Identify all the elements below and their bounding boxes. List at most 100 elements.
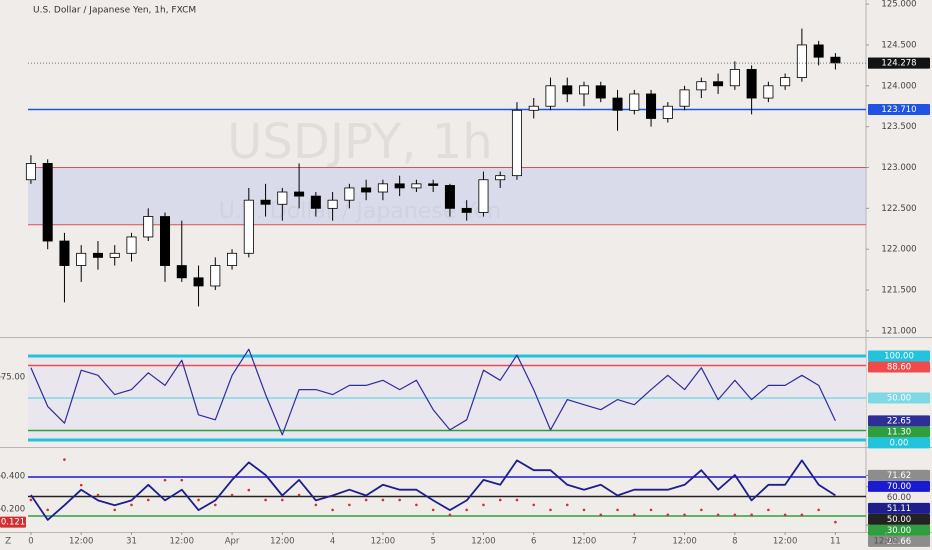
- candle-body: [511, 109, 522, 177]
- x-tick-label: 4: [330, 537, 335, 547]
- level-label: 88.60: [887, 362, 911, 372]
- candle-body: [763, 85, 774, 99]
- dot: [230, 493, 234, 497]
- marker-label: 20.66: [887, 537, 911, 547]
- chart-title: U.S. Dollar / Japanese Yen, 1h, FXCM: [33, 6, 196, 16]
- candle-body: [327, 199, 338, 209]
- axis-badge: [868, 361, 930, 373]
- x-tick-label: 11: [830, 537, 841, 547]
- candle-body: [294, 191, 305, 197]
- dot: [649, 508, 653, 512]
- candle-body: [679, 89, 690, 107]
- y2-tick-label: 60.00: [887, 493, 911, 503]
- dot: [632, 513, 636, 517]
- y-tick-label: 123.000: [881, 163, 916, 173]
- axis-badge: [0, 516, 26, 528]
- x-tick-label: 8: [732, 537, 737, 547]
- x-tick-label: 12:00: [471, 537, 496, 547]
- dot: [63, 458, 66, 461]
- dot: [364, 498, 368, 502]
- dot: [348, 503, 351, 507]
- candle-body: [461, 207, 472, 213]
- candle-body: [796, 44, 807, 79]
- series-line: [30, 459, 836, 521]
- dot: [146, 498, 150, 502]
- x-tick-label: 12:00: [270, 537, 295, 547]
- dot: [565, 503, 569, 507]
- axis-badge: [868, 524, 930, 536]
- axis-badge: [868, 437, 930, 449]
- axis-badge: [868, 57, 930, 69]
- axis-badge: [868, 535, 930, 547]
- candle-body: [495, 175, 506, 181]
- x-tick-label: 31: [126, 537, 137, 547]
- candle-body: [813, 44, 824, 58]
- last-value-label: 0.121: [1, 518, 25, 528]
- dot: [281, 498, 284, 502]
- candle-body: [696, 81, 707, 91]
- dot: [716, 513, 720, 517]
- candle-body: [428, 183, 439, 186]
- candle-body: [277, 191, 288, 205]
- candle-body: [227, 252, 238, 266]
- dot: [331, 508, 334, 512]
- candle-body: [176, 265, 187, 279]
- x-tick-label: 12:00: [170, 537, 195, 547]
- level-label: 50.00: [887, 393, 911, 403]
- dot: [264, 498, 267, 502]
- candle-body: [344, 187, 355, 201]
- candle-body: [193, 277, 204, 287]
- candle-body: [25, 163, 36, 181]
- candle-body: [562, 85, 573, 95]
- dot: [381, 498, 385, 502]
- candle-body: [394, 183, 405, 189]
- dot: [482, 503, 485, 507]
- axis-badge: [868, 392, 930, 404]
- dot: [582, 508, 586, 512]
- candle-body: [76, 252, 87, 266]
- dot: [431, 508, 435, 512]
- y-tick-label: 125.000: [881, 0, 916, 10]
- marker-label: 71.62: [887, 471, 911, 481]
- dot: [180, 478, 184, 482]
- axis-badge: [868, 502, 930, 514]
- x-tick-label: 0: [28, 537, 33, 547]
- y-tick-label: 0.400: [1, 472, 25, 482]
- candle-body: [545, 85, 556, 107]
- candle-body: [243, 199, 254, 254]
- dot: [616, 508, 619, 512]
- axis-badge: [868, 415, 930, 427]
- y-tick-label: 122.000: [881, 245, 916, 255]
- dot: [213, 503, 217, 507]
- dot: [683, 513, 686, 517]
- dot: [666, 513, 670, 517]
- axis-badge: [868, 103, 930, 115]
- level-label: 11.30: [887, 427, 911, 437]
- dot: [532, 503, 536, 507]
- candle-body: [377, 183, 388, 193]
- y-tick-label: 0.200: [1, 505, 25, 515]
- dot: [79, 483, 83, 487]
- level-label: 123.710: [881, 105, 916, 115]
- x-tick-label: 6: [531, 537, 536, 547]
- axis-badge: [868, 426, 930, 438]
- dot: [448, 513, 452, 517]
- candle-body: [310, 195, 321, 209]
- x-tick-label: Apr: [225, 537, 240, 547]
- dot: [549, 508, 552, 512]
- y-tick-label: 75.00: [1, 372, 25, 382]
- dot: [113, 508, 117, 512]
- candle-body: [361, 187, 372, 193]
- dot: [163, 478, 167, 482]
- dot: [314, 503, 318, 507]
- footer-left[interactable]: Z: [5, 537, 11, 547]
- dot: [46, 508, 49, 512]
- last-price-label: 124.278: [881, 59, 916, 69]
- x-tick-label: 12:00: [69, 537, 94, 547]
- candle-body: [830, 56, 841, 64]
- dot: [767, 508, 770, 512]
- candle-body: [160, 216, 171, 266]
- candle-body: [629, 93, 640, 111]
